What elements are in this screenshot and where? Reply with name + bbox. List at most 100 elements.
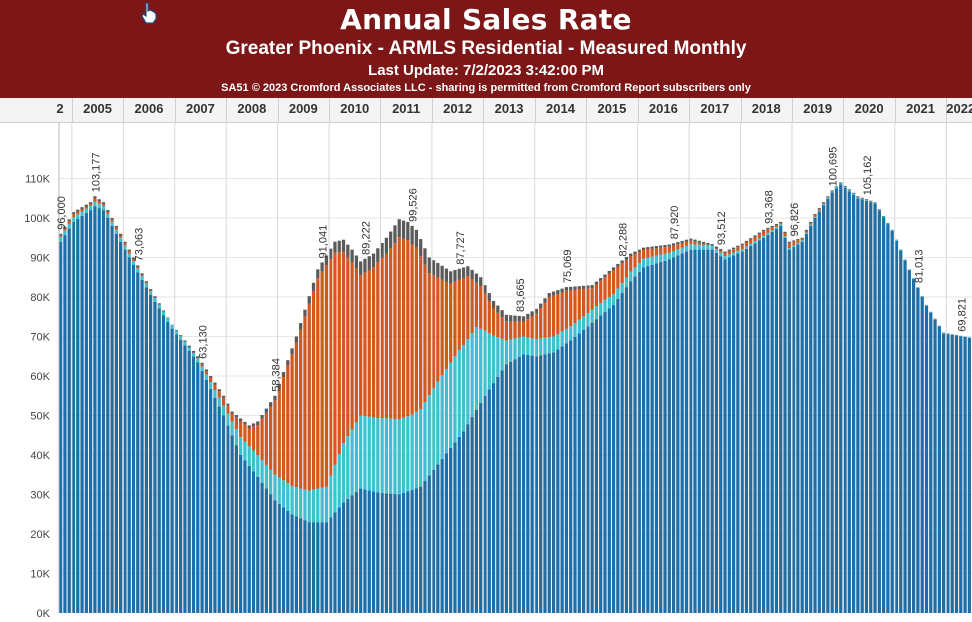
bar-short-sale xyxy=(641,258,646,268)
bar-short-sale xyxy=(847,190,851,192)
bar-short-sale xyxy=(727,254,731,258)
year-label: 2009 xyxy=(288,101,318,116)
bar-short-sale xyxy=(436,381,440,465)
bar-normal xyxy=(757,240,761,613)
bar-reo xyxy=(449,283,453,363)
bar-reo xyxy=(513,321,517,339)
bar-normal xyxy=(123,249,127,613)
bar-normal xyxy=(654,263,659,613)
bar-other xyxy=(397,219,401,238)
year-label: 2010 xyxy=(340,101,370,116)
bar-reo xyxy=(586,288,590,313)
bar-other xyxy=(616,263,620,267)
bar-reo xyxy=(491,308,496,336)
bar-normal xyxy=(491,383,496,613)
data-label: 89,222 xyxy=(360,221,372,255)
y-tick-label: 40K xyxy=(30,450,50,462)
bar-normal xyxy=(530,355,534,613)
bar-other xyxy=(84,204,88,207)
bar-normal xyxy=(903,260,907,613)
copyright-text: SA51 © 2023 Cromford Associates LLC - sh… xyxy=(221,82,751,94)
bar-normal xyxy=(551,352,556,613)
bar-normal xyxy=(479,402,483,613)
bar-reo xyxy=(234,417,238,430)
bar-short-sale xyxy=(114,229,118,234)
bar-short-sale xyxy=(624,277,629,288)
y-tick-label: 60K xyxy=(30,371,50,383)
bar-normal xyxy=(813,218,817,613)
bar-reo xyxy=(106,211,110,214)
bar-reo xyxy=(247,428,251,447)
bar-short-sale xyxy=(89,205,93,211)
bar-normal xyxy=(161,315,166,613)
bar-other xyxy=(97,199,101,202)
bar-other xyxy=(76,209,80,212)
bar-other xyxy=(839,182,843,184)
bar-normal xyxy=(204,379,208,613)
data-label: 96,000 xyxy=(56,196,68,230)
bar-short-sale xyxy=(110,221,114,226)
bar-normal xyxy=(817,211,821,613)
year-separator xyxy=(71,98,73,122)
bar-normal xyxy=(119,241,123,613)
bar-short-sale xyxy=(406,416,410,492)
bar-reo xyxy=(650,248,654,257)
bar-other xyxy=(307,296,311,304)
bar-other xyxy=(406,221,410,241)
bar-normal xyxy=(821,205,826,613)
bar-reo xyxy=(629,256,633,272)
bar-short-sale xyxy=(140,276,144,281)
bar-reo xyxy=(599,280,603,303)
bar-reo xyxy=(260,418,264,460)
bar-normal xyxy=(410,489,414,613)
year-separator xyxy=(431,98,433,122)
bar-normal xyxy=(556,349,560,613)
bar-normal xyxy=(269,494,273,613)
bar-normal xyxy=(431,470,436,613)
bar-normal xyxy=(419,486,423,613)
bar-normal xyxy=(251,471,256,613)
bar-normal xyxy=(273,500,277,613)
year-label: 2021 xyxy=(906,101,936,116)
bar-normal xyxy=(110,225,114,613)
bar-reo xyxy=(204,371,208,375)
bar-short-sale xyxy=(671,251,676,258)
bar-normal xyxy=(406,491,410,613)
bar-short-sale xyxy=(860,198,864,200)
bar-other xyxy=(809,221,813,224)
data-label: 75,069 xyxy=(562,249,574,283)
bar-reo xyxy=(723,253,727,257)
bar-normal xyxy=(363,489,367,613)
bar-reo xyxy=(341,251,346,444)
bar-other xyxy=(153,296,157,298)
bar-normal xyxy=(303,520,307,614)
bar-reo xyxy=(127,251,131,254)
bar-short-sale xyxy=(663,253,667,261)
bar-short-sale xyxy=(389,418,393,494)
bar-short-sale xyxy=(496,337,500,377)
bar-other xyxy=(286,360,290,366)
year-separator xyxy=(534,98,536,122)
bar-normal xyxy=(967,337,971,613)
bar-reo xyxy=(71,213,76,218)
bar-short-sale xyxy=(560,331,564,347)
bar-normal xyxy=(719,256,723,613)
bar-normal xyxy=(157,308,161,613)
bar-normal xyxy=(633,276,637,613)
bar-short-sale xyxy=(191,353,196,357)
bar-other xyxy=(110,218,114,220)
bar-reo xyxy=(689,240,693,245)
bar-short-sale xyxy=(881,216,886,218)
bar-reo xyxy=(487,300,491,334)
bar-other xyxy=(119,233,123,236)
bar-short-sale xyxy=(333,464,337,513)
bar-reo xyxy=(663,247,667,254)
bar-short-sale xyxy=(273,474,277,501)
bar-other xyxy=(217,389,221,392)
data-label: 105,162 xyxy=(862,155,874,195)
bar-reo xyxy=(496,312,500,338)
bar-short-sale xyxy=(586,313,590,327)
bar-short-sale xyxy=(187,347,191,351)
bar-normal xyxy=(560,346,564,614)
bar-other xyxy=(680,240,684,244)
